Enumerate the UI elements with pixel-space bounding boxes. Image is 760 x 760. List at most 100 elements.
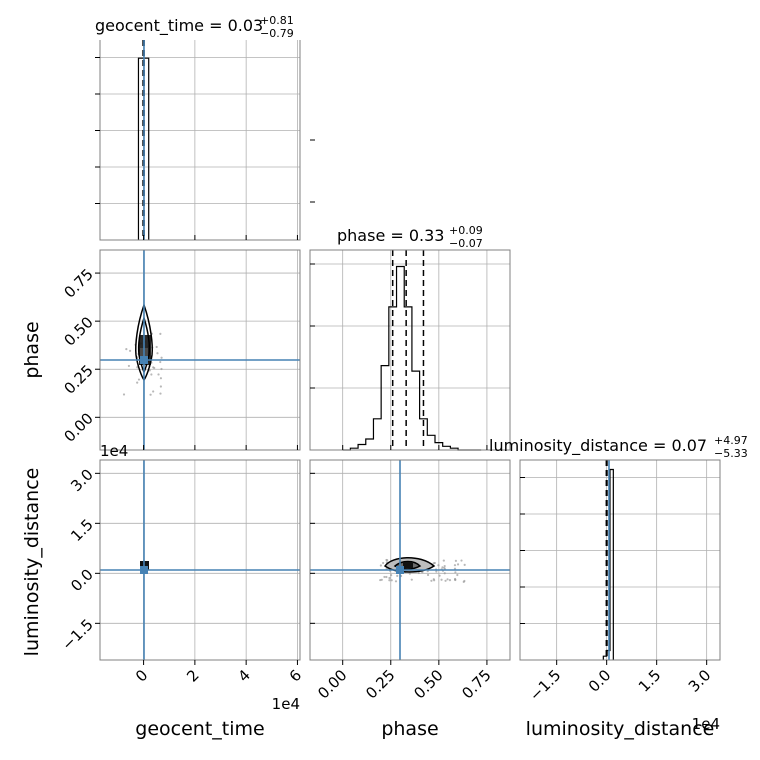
sample-point — [435, 570, 438, 573]
sample-point — [160, 367, 163, 371]
sample-point — [454, 559, 458, 562]
sample-point — [129, 349, 132, 352]
title-geocent-time: geocent_time = 0.03 — [95, 16, 263, 36]
y-tick-label: −1.5 — [58, 615, 96, 653]
sample-point — [150, 373, 153, 376]
sample-point — [440, 578, 443, 581]
sample-point — [388, 576, 391, 580]
y-tick-label: 0.75 — [60, 265, 96, 301]
y-tick-label: 3.0 — [67, 465, 97, 495]
sample-point — [153, 366, 156, 370]
sample-point — [454, 571, 457, 574]
sample-point — [443, 564, 446, 568]
x-tick-label: 2 — [183, 666, 202, 685]
sample-point — [430, 579, 433, 582]
frame-luminosity-distance-vs-phase — [309, 459, 511, 661]
title-geocent-time-sup: +0.81 — [260, 14, 294, 27]
sample-point — [159, 385, 162, 388]
title-luminosity-distance-sub: −5.33 — [714, 447, 748, 460]
sample-point — [159, 332, 162, 335]
y-axis-label-luminosity-distance: luminosity_distance — [21, 468, 43, 657]
frame-luminosity-distance — [519, 459, 721, 661]
x-tick-label: 0.0 — [585, 666, 615, 696]
sample-point — [433, 561, 436, 565]
sample-point — [388, 579, 391, 582]
sample-point — [394, 580, 398, 583]
y-tick-label: 0.00 — [60, 409, 96, 445]
truth-marker — [140, 356, 148, 364]
x-tick-label: 0.00 — [314, 666, 350, 702]
title-text: phase = 0.33 — [337, 226, 444, 245]
y-axis-label-phase: phase — [21, 321, 43, 378]
sample-point — [432, 578, 435, 581]
sample-point — [127, 364, 131, 368]
panel-luminosity-distance-vs-geocent-time — [100, 460, 300, 660]
sample-point — [122, 393, 126, 396]
sample-point — [441, 566, 444, 569]
sample-point — [438, 574, 441, 577]
sample-point — [152, 390, 155, 393]
title-geocent-time-sub: −0.79 — [260, 27, 294, 40]
title-phase: phase = 0.33 — [337, 226, 444, 245]
sample-point — [383, 575, 386, 579]
sample-point — [437, 564, 440, 567]
sample-point — [390, 574, 393, 577]
y-tick-label: 0.0 — [67, 565, 97, 595]
sample-point — [453, 564, 457, 567]
sample-point — [379, 564, 382, 567]
sample-point — [421, 571, 424, 574]
sample-point — [160, 356, 163, 359]
sample-point — [159, 377, 163, 380]
sample-point — [136, 381, 139, 384]
y-tick-labels-luminosity-distance: −1.5 0.0 1.5 3.0 — [58, 465, 96, 653]
sample-point — [443, 572, 446, 575]
sample-point — [157, 373, 160, 376]
frame-phase — [309, 249, 511, 451]
sample-point — [408, 572, 411, 575]
sample-point — [149, 393, 152, 396]
x-tick-label: 3.0 — [685, 666, 715, 696]
title-luminosity-distance: luminosity_distance = 0.07 — [489, 436, 707, 456]
y-tick-label: 1.5 — [67, 515, 97, 545]
sample-point — [137, 378, 141, 381]
density-core — [403, 562, 413, 568]
sample-point — [155, 345, 158, 349]
x-tick-label: 0.50 — [410, 666, 446, 702]
quantile-lines — [142, 40, 608, 660]
frame-luminosity-distance-vs-geocent-time — [99, 459, 301, 661]
sample-point — [444, 579, 447, 582]
x-tick-labels-phase: 0.00 0.25 0.50 0.75 — [314, 666, 495, 702]
sample-point — [386, 559, 389, 562]
x-axis-label-phase: phase — [381, 718, 438, 740]
sample-point — [456, 573, 459, 577]
sample-point — [442, 559, 445, 562]
sample-point — [417, 571, 420, 575]
frame-phase-vs-geocent-time — [99, 249, 301, 451]
truth-marker — [140, 566, 148, 574]
frame-geocent-time — [99, 40, 301, 241]
sample-point — [156, 352, 159, 355]
title-text: luminosity_distance = 0.07 — [489, 436, 707, 456]
sample-point — [456, 563, 460, 566]
scale-label-luminosity-distance-y: 1e4 — [100, 442, 128, 460]
y-tick-label: 0.25 — [60, 361, 96, 397]
sample-point — [380, 578, 383, 581]
sample-point — [446, 578, 449, 581]
x-tick-label: 4 — [235, 666, 254, 685]
scale-label-luminosity-distance-x: 1e4 — [692, 715, 720, 733]
x-tick-labels-luminosity-distance: −1.5 0.0 1.5 3.0 — [526, 666, 714, 704]
sample-point — [462, 580, 465, 583]
sample-point — [460, 559, 463, 562]
sample-point — [463, 563, 466, 566]
x-tick-label: 1.5 — [635, 666, 665, 696]
sample-point — [426, 573, 430, 577]
panel-phase-vs-geocent-time — [100, 250, 300, 450]
sample-point — [453, 577, 457, 581]
y-tick-labels-phase: 0.00 0.25 0.50 0.75 — [60, 265, 96, 446]
sample-point — [125, 348, 128, 351]
title-luminosity-distance-sup: +4.97 — [714, 434, 748, 447]
x-tick-label: 0.75 — [458, 666, 494, 702]
sample-point — [382, 561, 385, 565]
sample-point — [443, 566, 446, 570]
